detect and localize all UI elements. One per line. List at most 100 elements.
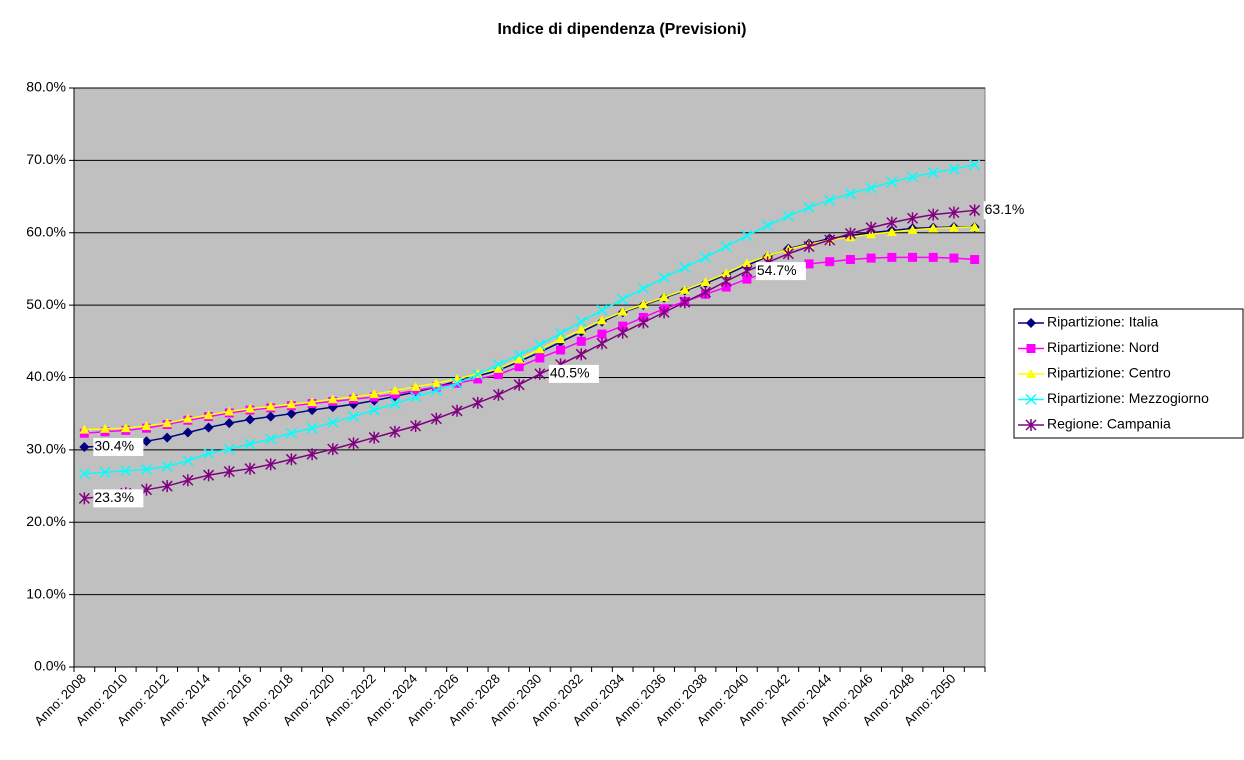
marker — [244, 403, 255, 413]
marker — [141, 420, 152, 430]
legend-label: Ripartizione: Mezzogiorno — [1047, 390, 1209, 406]
marker — [762, 219, 774, 232]
marker — [120, 423, 131, 433]
marker — [887, 252, 897, 262]
marker — [472, 369, 484, 381]
chart-title: Indice di dipendenza (Previsioni) — [498, 21, 747, 38]
marker — [347, 437, 360, 450]
marker — [825, 257, 835, 267]
marker — [369, 389, 380, 399]
marker — [492, 358, 504, 371]
data-label-bg — [548, 364, 599, 383]
marker — [865, 182, 877, 194]
marker — [576, 324, 587, 334]
marker — [327, 443, 339, 456]
marker — [741, 258, 752, 268]
marker — [679, 296, 691, 309]
marker — [969, 221, 980, 231]
marker — [617, 306, 628, 316]
marker — [265, 411, 276, 422]
marker — [617, 293, 629, 305]
marker — [182, 413, 193, 423]
marker — [203, 410, 214, 420]
legend-label: Regione: Campania — [1047, 416, 1171, 432]
marker — [100, 423, 111, 433]
data-label-bg — [983, 201, 1034, 220]
marker — [430, 412, 442, 425]
marker — [658, 306, 670, 319]
marker — [492, 388, 504, 401]
marker — [928, 252, 938, 262]
marker — [223, 465, 235, 478]
marker — [534, 339, 546, 351]
marker — [1026, 344, 1036, 353]
marker — [928, 223, 939, 233]
marker — [824, 233, 836, 246]
marker — [327, 394, 338, 404]
y-tick-label: 80.0% — [26, 79, 66, 95]
marker — [141, 436, 152, 447]
marker — [865, 221, 877, 234]
y-tick-label: 0.0% — [34, 658, 66, 674]
data-label: 30.4% — [94, 438, 134, 454]
marker — [223, 443, 235, 455]
marker — [741, 265, 753, 278]
marker — [203, 422, 214, 433]
legend-box — [1013, 308, 1244, 439]
marker — [1025, 393, 1037, 406]
marker — [845, 255, 855, 265]
marker — [742, 274, 752, 284]
marker — [575, 316, 587, 328]
marker — [597, 329, 607, 339]
marker — [949, 253, 959, 263]
marker — [741, 230, 753, 242]
legend: Ripartizione: Italia Ripartizione: Nord Ri… — [1013, 308, 1244, 439]
marker — [535, 353, 545, 363]
marker — [368, 431, 380, 444]
marker — [555, 334, 566, 344]
marker — [866, 229, 877, 239]
marker — [908, 252, 918, 262]
marker — [389, 425, 401, 438]
y-tick-label: 40.0% — [26, 368, 66, 384]
marker — [430, 384, 442, 397]
marker — [244, 438, 256, 450]
y-tick-label: 20.0% — [26, 513, 66, 529]
marker — [224, 406, 235, 416]
marker — [1025, 419, 1037, 431]
data-label: 54.7% — [757, 262, 797, 278]
marker — [803, 201, 815, 213]
marker — [265, 433, 277, 445]
marker — [307, 397, 318, 407]
marker — [410, 419, 422, 432]
marker — [720, 240, 732, 253]
marker — [844, 188, 856, 200]
marker — [844, 227, 856, 240]
marker — [306, 448, 318, 461]
marker — [534, 344, 545, 354]
marker — [762, 250, 773, 260]
marker — [1026, 318, 1036, 328]
marker — [596, 337, 608, 350]
marker — [120, 465, 132, 477]
y-tick-label: 10.0% — [26, 585, 66, 601]
marker — [79, 441, 90, 452]
marker — [451, 404, 463, 417]
data-label: 40.5% — [550, 365, 590, 381]
marker — [182, 427, 193, 438]
marker — [927, 208, 939, 221]
data-label-bg — [755, 262, 806, 281]
marker — [493, 363, 504, 373]
marker — [514, 354, 525, 364]
marker — [886, 227, 897, 237]
y-tick-label: 70.0% — [26, 151, 66, 167]
marker — [637, 316, 649, 329]
marker — [140, 463, 152, 475]
marker — [618, 321, 628, 331]
marker — [907, 212, 919, 225]
marker — [596, 315, 607, 325]
marker — [285, 427, 297, 439]
marker — [472, 396, 484, 409]
marker — [658, 272, 670, 284]
data-label-bg — [93, 489, 144, 508]
